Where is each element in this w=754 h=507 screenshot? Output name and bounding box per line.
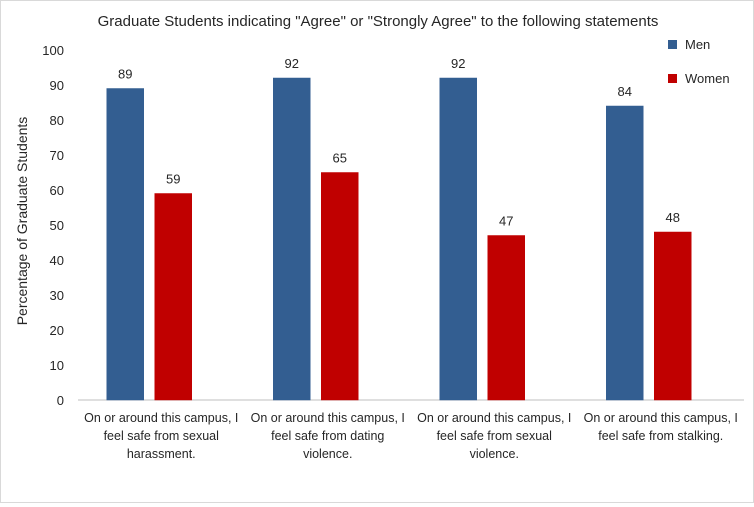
y-axis-label: Percentage of Graduate Students <box>14 117 30 326</box>
data-label-women-3: 48 <box>666 210 680 225</box>
y-tick-label-10: 100 <box>42 43 64 58</box>
bar-women-3 <box>654 231 692 401</box>
data-label-men-1: 92 <box>285 56 299 71</box>
data-label-women-0: 59 <box>166 172 180 187</box>
bars <box>106 77 692 401</box>
data-label-women-1: 65 <box>333 151 347 166</box>
chart-title: Graduate Students indicating "Agree" or … <box>98 13 659 30</box>
y-tick-label-1: 10 <box>50 358 64 373</box>
bar-women-0 <box>154 193 192 401</box>
data-label-men-3: 84 <box>618 84 632 99</box>
bar-women-1 <box>321 172 359 401</box>
y-tick-label-8: 80 <box>50 113 64 128</box>
legend-swatch-men <box>668 40 677 49</box>
data-label-men-2: 92 <box>451 56 465 71</box>
bar-men-2 <box>439 77 477 401</box>
y-tick-label-5: 50 <box>50 218 64 233</box>
bar-men-3 <box>606 105 644 401</box>
data-label-women-2: 47 <box>499 214 513 229</box>
y-tick-label-6: 60 <box>50 183 64 198</box>
y-tick-label-3: 30 <box>50 288 64 303</box>
bar-women-2 <box>487 235 525 401</box>
y-axis-ticks: 0 10 20 30 40 50 60 70 80 90 100 <box>42 43 64 408</box>
legend-label-women: Women <box>685 71 730 86</box>
y-tick-label-9: 90 <box>50 78 64 93</box>
y-tick-label-0: 0 <box>57 393 64 408</box>
y-tick-label-4: 40 <box>50 253 64 268</box>
legend: Men Women <box>668 37 730 86</box>
y-tick-label-2: 20 <box>50 323 64 338</box>
legend-swatch-women <box>668 74 677 83</box>
data-labels: 89 92 92 84 59 65 47 48 <box>118 56 680 229</box>
y-tick-label-7: 70 <box>50 148 64 163</box>
bar-men-0 <box>106 88 144 401</box>
bar-men-1 <box>273 77 311 401</box>
legend-label-men: Men <box>685 37 710 52</box>
data-label-men-0: 89 <box>118 67 132 82</box>
